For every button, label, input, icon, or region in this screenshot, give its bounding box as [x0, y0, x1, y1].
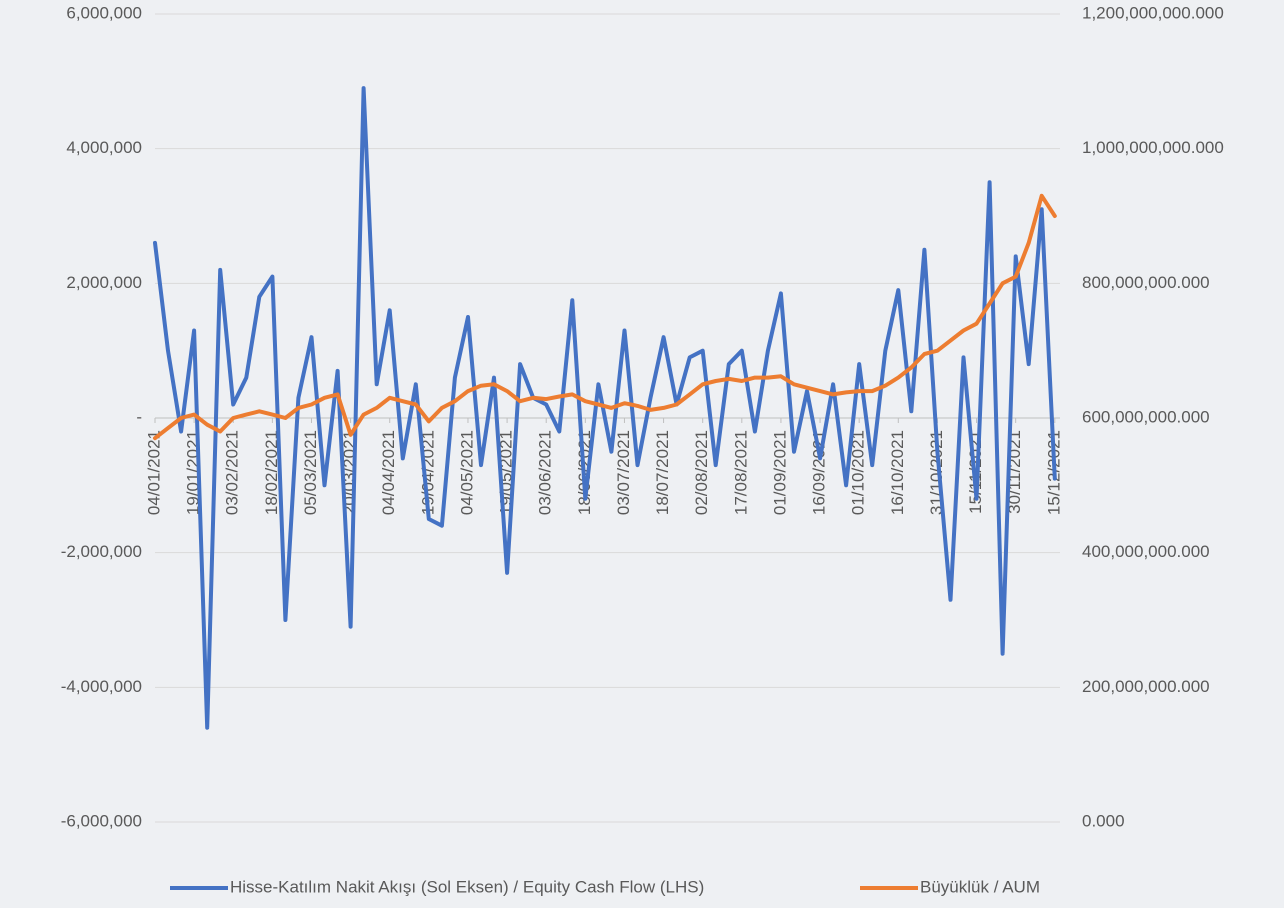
x-tick-label: 04/04/2021 [379, 430, 398, 515]
y2-tick-label: 800,000,000.000 [1082, 273, 1210, 292]
legend-label: Büyüklük / AUM [920, 877, 1040, 896]
chart: -6,000,000-4,000,000-2,000,000-2,000,000… [0, 0, 1284, 908]
y-tick-label: 2,000,000 [66, 273, 142, 292]
page: -6,000,000-4,000,000-2,000,000-2,000,000… [0, 0, 1284, 908]
x-tick-label: 03/07/2021 [614, 430, 633, 515]
y2-tick-label: 400,000,000.000 [1082, 542, 1210, 561]
y-tick-label: - [136, 407, 142, 426]
x-tick-label: 04/01/2021 [144, 430, 163, 515]
x-tick-label: 18/07/2021 [653, 430, 672, 515]
x-tick-label: 05/03/2021 [301, 430, 320, 515]
x-tick-label: 03/02/2021 [223, 430, 242, 515]
x-tick-label: 02/08/2021 [692, 430, 711, 515]
y-tick-label: 4,000,000 [66, 138, 142, 157]
y-tick-label: 6,000,000 [66, 3, 142, 22]
x-tick-label: 01/09/2021 [770, 430, 789, 515]
y-tick-label: -2,000,000 [61, 542, 142, 561]
y2-tick-label: 1,200,000,000.000 [1082, 3, 1224, 22]
x-tick-label: 04/05/2021 [457, 430, 476, 515]
y-tick-label: -4,000,000 [61, 677, 142, 696]
legend-label: Hisse-Katılım Nakit Akışı (Sol Eksen) / … [230, 877, 704, 896]
x-tick-label: 17/08/2021 [731, 430, 750, 515]
y2-tick-label: 1,000,000,000.000 [1082, 138, 1224, 157]
y2-tick-label: 0.000 [1082, 811, 1125, 830]
x-tick-label: 16/10/2021 [888, 430, 907, 515]
y-tick-label: -6,000,000 [61, 811, 142, 830]
x-tick-label: 03/06/2021 [536, 430, 555, 515]
y2-tick-label: 200,000,000.000 [1082, 677, 1210, 696]
y2-tick-label: 600,000,000.000 [1082, 407, 1210, 426]
